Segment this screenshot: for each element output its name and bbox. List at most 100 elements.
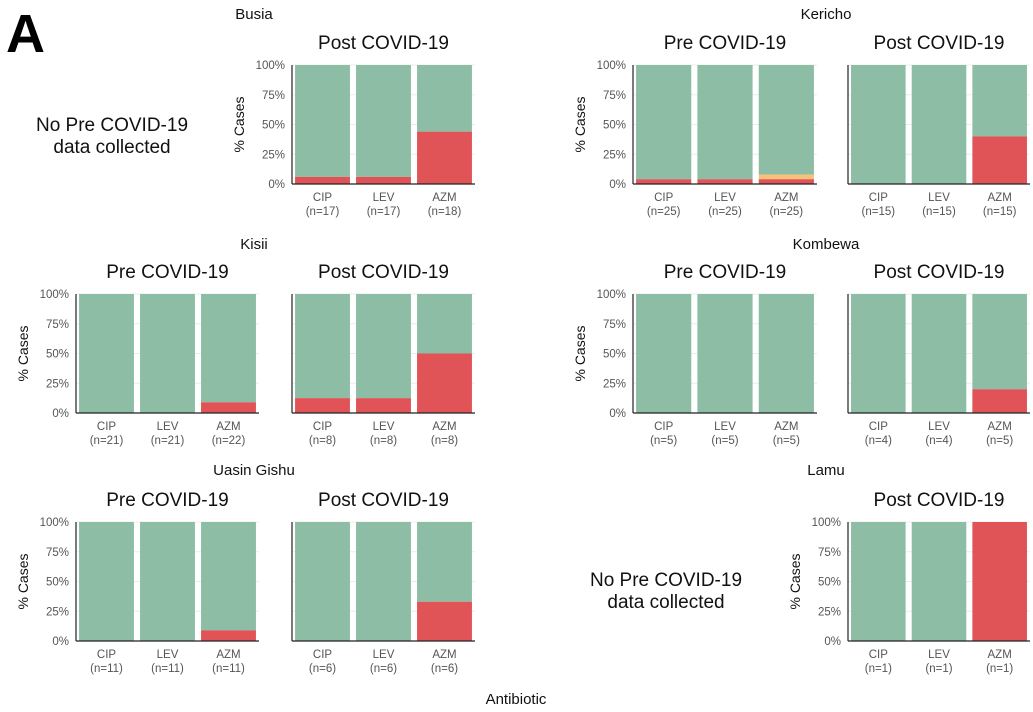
x-tick-n-label: (n=21) — [151, 435, 185, 447]
y-tick-label: 0% — [824, 636, 841, 648]
y-axis-title: % Cases — [572, 96, 588, 152]
bar-susceptible — [697, 65, 753, 180]
period-title: Pre COVID-19 — [664, 262, 786, 283]
y-tick-label: 25% — [603, 378, 626, 390]
x-tick-label: CIP — [869, 421, 889, 433]
x-tick-n-label: (n=8) — [370, 435, 397, 447]
bar-susceptible — [758, 65, 814, 175]
bar-susceptible — [911, 294, 967, 413]
y-tick-label: 100% — [256, 60, 285, 72]
bar-susceptible — [851, 522, 906, 641]
y-tick-label: 100% — [40, 289, 69, 301]
x-tick-n-label: (n=1) — [925, 663, 952, 675]
panel-kombewa-post-covid-19: Post COVID-19 CIP (n=4) LEV (n=4) AZM (n=5) — [847, 262, 1030, 447]
panel-letter: A — [6, 4, 45, 64]
period-title: Pre COVID-19 — [106, 262, 228, 283]
period-title: Post COVID-19 — [318, 490, 449, 511]
x-tick-n-label: (n=5) — [711, 435, 738, 447]
y-tick-label: 75% — [818, 547, 841, 559]
bar-susceptible — [851, 294, 906, 413]
y-tick-label: 75% — [46, 547, 69, 559]
x-tick-label: CIP — [869, 192, 889, 204]
bar-susceptible — [140, 522, 195, 641]
bar-resistant — [201, 630, 256, 641]
y-tick-label: 50% — [603, 120, 626, 132]
no-data-note-busia-line1: No Pre COVID-19 — [36, 115, 188, 136]
bar-susceptible — [295, 65, 350, 177]
bar-susceptible — [295, 522, 350, 641]
x-tick-n-label: (n=15) — [922, 206, 956, 218]
bar-resistant — [356, 176, 411, 184]
bar-resistant — [972, 389, 1027, 413]
panel-uasin-gishu-post-covid-19: Post COVID-19 CIP (n=6) LEV (n=6) AZM (n=6) — [291, 490, 475, 675]
x-tick-n-label: (n=17) — [367, 206, 401, 218]
bar-resistant — [295, 176, 350, 184]
x-tick-label: CIP — [869, 649, 889, 661]
bar-resistant — [295, 398, 350, 413]
x-tick-label: LEV — [373, 649, 395, 661]
x-tick-n-label: (n=25) — [647, 206, 681, 218]
y-axis-title: % Cases — [231, 96, 247, 152]
no-data-note-lamu-line2: data collected — [607, 592, 724, 613]
bar-resistant — [201, 402, 256, 413]
x-tick-label: CIP — [97, 649, 117, 661]
y-tick-label: 0% — [52, 408, 69, 420]
x-tick-n-label: (n=11) — [151, 663, 184, 675]
no-data-note-busia-line2: data collected — [53, 137, 170, 158]
x-tick-label: LEV — [928, 649, 950, 661]
bar-resistant — [417, 601, 472, 641]
bar-resistant — [417, 131, 472, 184]
x-tick-n-label: (n=8) — [431, 435, 458, 447]
y-tick-label: 100% — [597, 289, 626, 301]
x-tick-n-label: (n=5) — [986, 435, 1013, 447]
bar-susceptible — [972, 294, 1027, 390]
period-title: Pre COVID-19 — [664, 33, 786, 54]
bar-intermediate — [758, 174, 814, 180]
x-tick-n-label: (n=18) — [428, 206, 462, 218]
x-tick-label: LEV — [928, 192, 950, 204]
bar-susceptible — [417, 65, 472, 132]
x-tick-n-label: (n=15) — [983, 206, 1017, 218]
x-tick-label: LEV — [928, 421, 950, 433]
x-tick-n-label: (n=5) — [650, 435, 677, 447]
panel-kericho-pre-covid-19: Pre COVID-19 CIP (n=25) LEV (n=25) AZM (n=25) 0… — [572, 33, 817, 218]
bar-susceptible — [911, 65, 967, 184]
y-axis-title: % Cases — [572, 325, 588, 381]
y-tick-label: 50% — [46, 577, 69, 589]
x-tick-label: AZM — [432, 421, 456, 433]
bar-susceptible — [851, 65, 906, 184]
y-axis-title: % Cases — [15, 325, 31, 381]
site-title-busia: Busia — [235, 6, 273, 23]
panel-uasin-gishu-pre-covid-19: Pre COVID-19 CIP (n=11) LEV (n=11) AZM (n=11) 0… — [15, 490, 259, 675]
x-tick-n-label: (n=21) — [90, 435, 124, 447]
x-tick-label: AZM — [988, 192, 1012, 204]
bar-resistant — [697, 179, 753, 184]
y-axis-title: % Cases — [15, 553, 31, 609]
x-tick-n-label: (n=1) — [986, 663, 1013, 675]
site-title-kericho: Kericho — [801, 6, 852, 23]
y-tick-label: 25% — [46, 606, 69, 618]
bar-susceptible — [972, 65, 1027, 137]
x-tick-n-label: (n=22) — [212, 435, 246, 447]
x-tick-n-label: (n=25) — [770, 206, 804, 218]
y-tick-label: 100% — [812, 517, 841, 529]
y-tick-label: 50% — [262, 120, 285, 132]
panel-kombewa-pre-covid-19: Pre COVID-19 CIP (n=5) LEV (n=5) AZM (n=5) 0% 25… — [572, 262, 817, 447]
bar-resistant — [356, 398, 411, 413]
y-tick-label: 0% — [268, 179, 285, 191]
x-tick-n-label: (n=6) — [309, 663, 336, 675]
site-title-kombewa: Kombewa — [793, 236, 860, 253]
x-tick-n-label: (n=4) — [925, 435, 952, 447]
y-tick-label: 75% — [603, 90, 626, 102]
period-title: Post COVID-19 — [318, 262, 449, 283]
bar-susceptible — [636, 294, 692, 413]
bar-resistant — [417, 353, 472, 413]
bar-susceptible — [79, 522, 134, 641]
panel-busia-post-covid-19: Post COVID-19 CIP (n=17) LEV (n=17) AZM (n=18)… — [231, 33, 475, 218]
period-title: Post COVID-19 — [318, 33, 449, 54]
x-tick-n-label: (n=8) — [309, 435, 336, 447]
y-tick-label: 75% — [46, 319, 69, 331]
x-tick-label: LEV — [714, 421, 736, 433]
x-tick-label: AZM — [988, 649, 1012, 661]
